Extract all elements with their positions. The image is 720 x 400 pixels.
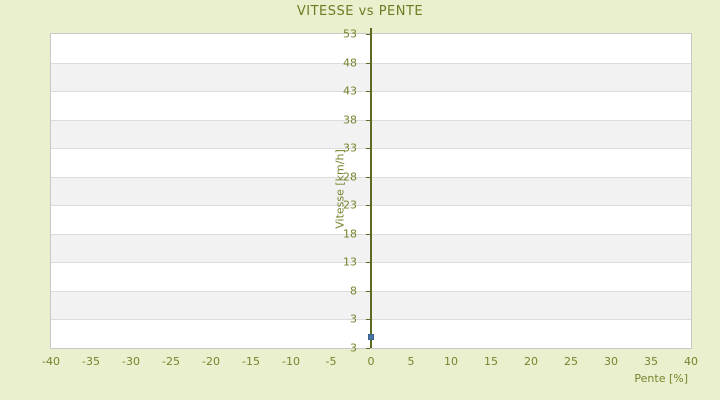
y-tick-label: 23 xyxy=(343,198,357,212)
x-tick-label: -40 xyxy=(42,355,60,368)
y-tick-label: 8 xyxy=(350,284,357,298)
y-tick-mark xyxy=(366,319,370,321)
x-tick-label: -20 xyxy=(202,355,220,368)
y-tick-mark xyxy=(366,62,370,64)
x-tick-label: 25 xyxy=(564,355,578,368)
x-tick-label: -30 xyxy=(122,355,140,368)
x-tick-label: -15 xyxy=(242,355,260,368)
x-tick-label: 20 xyxy=(524,355,538,368)
y-tick-mark xyxy=(366,290,370,292)
x-tick-label: 15 xyxy=(484,355,498,368)
y-tick-label: 3 xyxy=(350,341,357,355)
x-tick-label: 10 xyxy=(444,355,458,368)
x-tick-label: -35 xyxy=(82,355,100,368)
x-tick-label: 5 xyxy=(407,355,415,368)
y-tick-mark xyxy=(366,176,370,178)
y-tick-label: 33 xyxy=(343,141,357,155)
y-tick-label: 43 xyxy=(343,84,357,98)
plot-area: 53 48 43 38 33 28 23 18 13 8 3 3 Vitesse [km/h] xyxy=(50,28,692,355)
y-tick-label: 13 xyxy=(343,255,357,269)
x-tick-label: 40 xyxy=(684,355,698,368)
x-tick-label: -25 xyxy=(162,355,180,368)
y-tick-mark xyxy=(366,91,370,93)
y-tick-mark xyxy=(366,348,370,349)
y-tick-mark xyxy=(366,148,370,150)
y-tick-mark xyxy=(366,262,370,264)
y-tick-mark xyxy=(366,233,370,235)
y-axis-title: Vitesse [km/h] xyxy=(333,149,347,229)
y-tick-label: 28 xyxy=(343,170,357,184)
y-tick-mark xyxy=(366,205,370,207)
x-tick-label: 30 xyxy=(604,355,618,368)
y-tick-label: 53 xyxy=(343,27,357,41)
y-tick-label: 48 xyxy=(343,56,357,70)
x-tick-label: 0 xyxy=(367,355,375,368)
x-tick-label: -5 xyxy=(325,355,337,368)
x-axis-title: Pente [%] xyxy=(634,372,688,385)
y-axis-zero-line xyxy=(370,28,372,348)
data-point xyxy=(368,333,374,340)
y-tick-label: 3 xyxy=(350,312,357,326)
x-tick-label: 35 xyxy=(644,355,658,368)
x-tick-label: -10 xyxy=(282,355,300,368)
y-tick-mark xyxy=(366,119,370,121)
y-tick-label: 38 xyxy=(343,113,357,127)
y-tick-label: 18 xyxy=(343,227,357,241)
y-tick-mark xyxy=(366,34,370,35)
chart-title: VITESSE vs PENTE xyxy=(296,4,424,19)
